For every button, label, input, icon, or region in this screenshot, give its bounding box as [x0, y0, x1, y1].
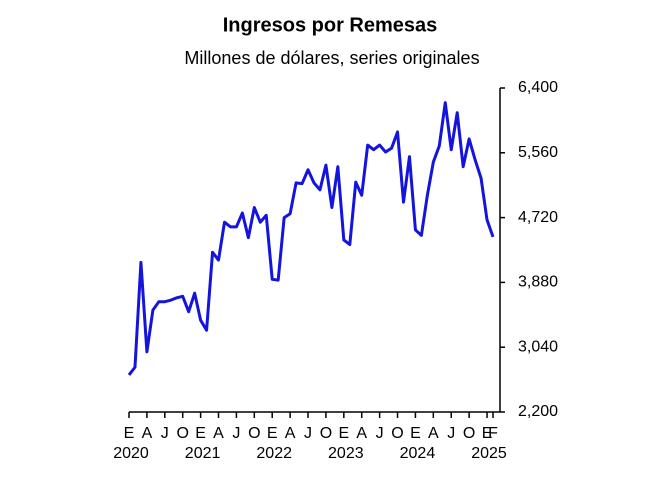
x-tick-label: J [447, 425, 455, 442]
x-tick-label: O [391, 425, 403, 442]
x-tick-label: O [463, 425, 475, 442]
x-tick-label: J [232, 425, 240, 442]
data-line [127, 101, 495, 376]
x-tick-label: J [304, 425, 312, 442]
y-tick-label: 3,040 [518, 338, 558, 355]
x-tick-label: E [267, 425, 278, 442]
x-tick-label: A [213, 425, 224, 442]
x-tick-label: J [161, 425, 169, 442]
x-tick-label: E [338, 425, 349, 442]
x-tick-label: F [488, 425, 498, 442]
x-tick-label: A [285, 425, 296, 442]
year-label: 2023 [328, 445, 364, 462]
x-tick-label: J [376, 425, 384, 442]
y-tick-label: 3,880 [518, 274, 558, 291]
x-tick-label: E [482, 425, 493, 442]
year-label: 2020 [113, 445, 149, 462]
y-tick-label: 6,400 [518, 79, 558, 96]
x-tick-label: O [176, 425, 188, 442]
y-tick-label: 2,200 [518, 403, 558, 420]
year-label: 2024 [400, 445, 436, 462]
x-tick-label: O [248, 425, 260, 442]
x-tick-label: O [320, 425, 332, 442]
x-tick-label: A [428, 425, 439, 442]
y-tick-label: 4,720 [518, 209, 558, 226]
chart-subtitle: Millones de dólares, series originales [184, 48, 479, 68]
year-label: 2025 [471, 445, 507, 462]
x-tick-label: E [124, 425, 135, 442]
x-tick-label: E [195, 425, 206, 442]
chart-title: Ingresos por Remesas [223, 14, 438, 36]
x-tick-label: E [410, 425, 421, 442]
y-tick-label: 5,560 [518, 144, 558, 161]
year-label: 2022 [256, 445, 292, 462]
x-tick-label: A [142, 425, 153, 442]
x-tick-label: A [356, 425, 367, 442]
year-label: 2021 [185, 445, 221, 462]
